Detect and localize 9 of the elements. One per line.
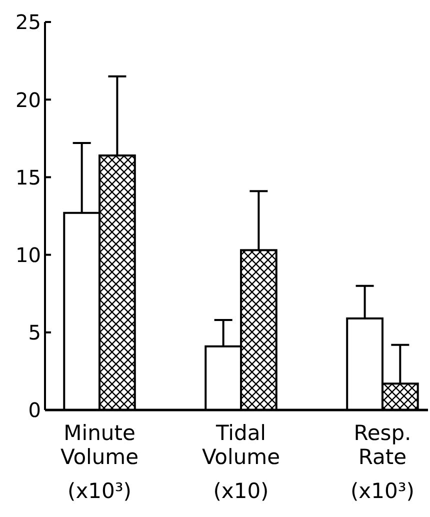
x-tick-label: Tidal Volume (x10) — [202, 421, 280, 503]
y-tick-label: 25 — [16, 10, 41, 34]
y-tick-label: 0 — [28, 398, 41, 422]
y-tick-label: 20 — [16, 88, 41, 112]
y-tick-label: 5 — [28, 320, 41, 345]
y-tick-label: 15 — [16, 165, 41, 190]
x-tick-label: Minute Volume (x10³) — [60, 421, 139, 503]
y-tick-label: 10 — [16, 243, 41, 267]
x-tick-label: Resp. Rate (x10³) — [350, 421, 414, 503]
